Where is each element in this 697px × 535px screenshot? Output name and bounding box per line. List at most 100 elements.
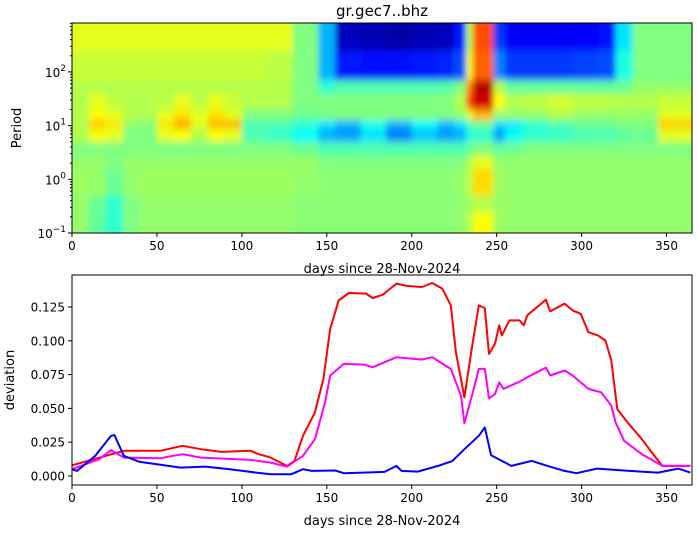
heatmap-cell [573, 128, 600, 143]
line-series [72, 282, 691, 476]
heatmap-cell [72, 120, 90, 129]
heatmap-cell [139, 120, 158, 129]
heatmap-cell [522, 23, 549, 52]
heatmap-cell [139, 109, 158, 121]
heatmap-cell [224, 93, 243, 110]
heatmap-cell [658, 168, 692, 196]
heatmap-cell [632, 155, 659, 169]
heatmap-cell [472, 93, 494, 110]
heatmap-cell [224, 195, 243, 213]
heatmap-cell [505, 80, 523, 94]
y-tick-label: 101 [45, 118, 66, 134]
heatmap-cell [207, 50, 226, 81]
heatmap-cell [190, 120, 209, 129]
heatmap-cell [88, 50, 107, 81]
heatmap-cell [437, 23, 455, 52]
heatmap-cell [72, 195, 90, 213]
heatmap-cell [658, 195, 692, 213]
heatmap-cell [411, 155, 438, 169]
heatmap-cell [207, 109, 226, 121]
heatmap-cell [472, 128, 494, 143]
heatmap-cell [122, 128, 141, 143]
heatmap-cell [386, 128, 413, 143]
x-tick-label: 0 [68, 239, 76, 253]
heatmap-cell [105, 195, 124, 213]
heatmap-cell [122, 195, 141, 213]
heatmap-cell [292, 109, 319, 121]
heatmap-cell [207, 141, 226, 156]
heatmap-cell [598, 120, 617, 129]
heatmap-cell [156, 141, 175, 156]
heatmap-cell [615, 168, 634, 196]
heatmap-cell [454, 155, 467, 169]
heatmap-cell [466, 120, 474, 129]
heatmap-cell [318, 23, 336, 52]
heatmap-cell [105, 120, 124, 129]
heatmap-cell [173, 195, 192, 213]
heatmap-cell [547, 93, 574, 110]
heatmap-cell [360, 23, 387, 52]
heatmap-cell [105, 50, 124, 81]
heatmap-cell [598, 195, 617, 213]
heatmap-cell [72, 80, 90, 94]
heatmap-cell [437, 80, 455, 94]
heatmap-cell [454, 168, 467, 196]
heatmap-cell [267, 128, 294, 143]
heatmap-cell [632, 120, 659, 129]
heatmap-cell [437, 128, 455, 143]
heatmap-cell [632, 50, 659, 81]
heatmap-cell [472, 120, 494, 129]
heatmap-cell [224, 128, 243, 143]
heatmap-cell [72, 168, 90, 196]
heatmap-cell [173, 168, 192, 196]
heatmap-cell [466, 195, 474, 213]
heatmap-cell [522, 141, 549, 156]
heatmap-cell [615, 155, 634, 169]
heatmap-cells [72, 23, 692, 233]
x-tick-label: 100 [230, 491, 253, 505]
heatmap-cell [156, 211, 175, 233]
heatmap-cell [292, 128, 319, 143]
heatmap-cell [318, 141, 336, 156]
line-axes-frame [71, 274, 693, 486]
series-line [72, 426, 691, 476]
heatmap-cell [493, 128, 506, 143]
heatmap-cell [72, 109, 90, 121]
heatmap-cell [493, 109, 506, 121]
x-tick-label: 50 [149, 491, 164, 505]
heatmap-cell [139, 155, 158, 169]
heatmap-cell [105, 109, 124, 121]
y-tick-label: 0.100 [31, 334, 65, 348]
heatmap-cell [335, 23, 362, 52]
heatmap-cell [139, 50, 158, 81]
heatmap-cell [292, 168, 319, 196]
heatmap-cell [190, 195, 209, 213]
heatmap-cell [505, 23, 523, 52]
heatmap-cell [547, 155, 574, 169]
heatmap-cell [632, 80, 659, 94]
heatmap-cell [72, 23, 90, 52]
heatmap-cell [547, 211, 574, 233]
heatmap-cell [493, 23, 506, 52]
heatmap-cell [292, 93, 319, 110]
heatmap-cell [386, 120, 413, 129]
heatmap-cell [207, 155, 226, 169]
heatmap-cell [360, 168, 387, 196]
heatmap-cell [292, 50, 319, 81]
heatmap-cell [386, 155, 413, 169]
heatmap-cell [598, 23, 617, 52]
heatmap-axes: 0 50 100 150 200 250 300 350 10−1 100 101 102 [37, 22, 678, 253]
heatmap-cell [241, 168, 268, 196]
heatmap-cell [335, 168, 362, 196]
heatmap-cell [335, 109, 362, 121]
heatmap-cell [615, 211, 634, 233]
heatmap-cell [573, 168, 600, 196]
heatmap-cell [522, 80, 549, 94]
heatmap-cell [522, 168, 549, 196]
heatmap-cell [466, 80, 474, 94]
heatmap-cell [547, 23, 574, 52]
heatmap-cell [411, 168, 438, 196]
heatmap-cell [547, 195, 574, 213]
heatmap-cell [615, 109, 634, 121]
heatmap-cell [105, 141, 124, 156]
